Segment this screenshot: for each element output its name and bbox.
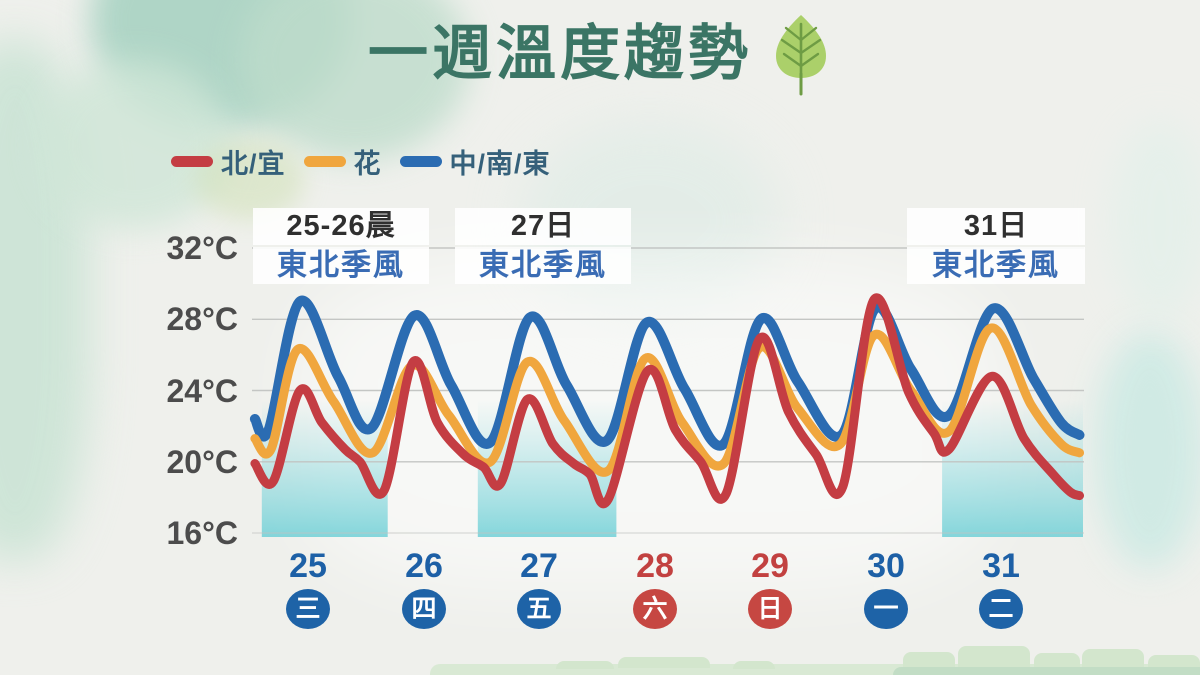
legend-item-1: 花 [303,142,382,181]
weekday-badge-二: 二 [979,589,1023,629]
x-axis-date-26: 26 [405,547,443,585]
x-axis-date-31: 31 [982,547,1020,585]
x-axis-date-28: 28 [636,547,674,585]
annotation-box-0: 25-26晨 東北季風 [253,208,429,284]
annotation-box-1: 27日 東北季風 [455,208,631,284]
leaf-icon [776,15,826,96]
weekday-badge-五: 五 [517,589,561,629]
x-axis-date-29: 29 [751,547,789,585]
y-axis-label-32: 32°C [166,230,239,266]
annotation-subtitle: 東北季風 [253,247,429,284]
x-axis-date-30: 30 [867,547,905,585]
legend-swatch-icon [303,156,346,167]
annotation-title: 25-26晨 [253,208,429,245]
annotation-subtitle: 東北季風 [907,247,1085,284]
weekday-badge-四: 四 [402,589,446,629]
y-axis-label-28: 28°C [166,301,239,337]
legend-label: 北/宜 [221,149,286,179]
weekday-badge-日: 日 [748,589,792,629]
legend-swatch-icon [399,156,442,167]
annotation-subtitle: 東北季風 [455,247,631,284]
x-axis-date-25: 25 [289,547,327,585]
legend-item-0: 北/宜 [171,142,286,181]
legend-label: 中/南/東 [449,149,551,179]
weekday-badge-六: 六 [633,589,677,629]
temp-curve-0 [249,295,1085,451]
annotation-box-2: 31日 東北季風 [907,208,1085,284]
x-axis-date-27: 27 [520,547,558,585]
legend-label: 花 [353,149,382,179]
legend-swatch-icon [171,156,213,167]
temp-curve-2 [250,293,1084,509]
y-axis-label-16: 16°C [166,515,239,551]
weekday-badge-一: 一 [864,589,908,629]
y-axis-label-24: 24°C [166,373,239,409]
legend-item-2: 中/南/東 [399,142,551,181]
page-header: 一週溫度趨勢 [0,12,1200,96]
annotation-title: 27日 [455,208,631,245]
annotation-title: 31日 [907,208,1085,245]
y-axis-label-20: 20°C [166,444,239,480]
legend: 北/宜 花 中/南/東 [171,142,551,181]
page-title: 一週溫度趨勢 [368,20,752,87]
weekday-badge-三: 三 [286,589,330,629]
